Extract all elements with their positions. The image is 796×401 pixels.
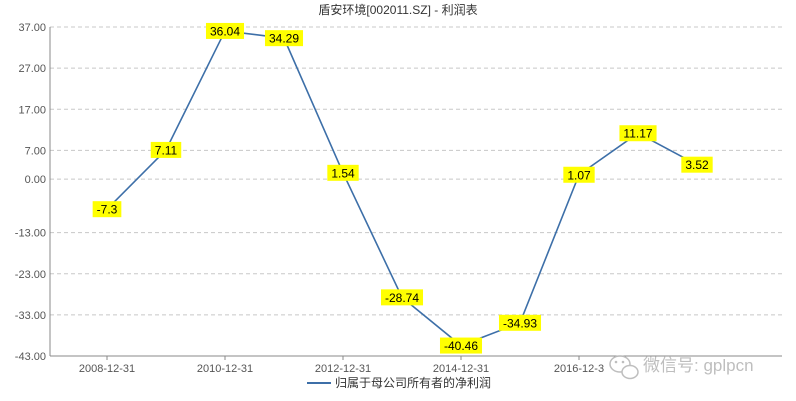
data-label-box-7 (498, 314, 542, 331)
data-label-1: 7.11 (150, 141, 182, 158)
data-label-7: -34.93 (498, 314, 542, 331)
data-label-0: -7.3 (92, 201, 122, 218)
data-label-box-4 (327, 164, 359, 181)
wechat-icon (609, 355, 639, 380)
data-label-box-2 (205, 22, 245, 39)
data-label-4: 1.54 (327, 164, 359, 181)
y-tick-label-7: -33.00 (15, 310, 46, 322)
watermark: 微信号: gplpcn (609, 355, 754, 380)
legend: 归属于母公司所有者的净利润 (307, 375, 491, 390)
x-tick-labels: 2008-12-31 2010-12-31 2012-12-31 2014-12-31… (79, 356, 604, 375)
data-label-box-9 (619, 125, 657, 142)
x-tick-label-0: 2008-12-31 (79, 363, 135, 375)
watermark-text: 微信号: gplpcn (643, 356, 754, 375)
data-label-text-2: 36.04 (210, 24, 240, 38)
data-label-text-8: 1.07 (567, 168, 591, 182)
data-label-3: 34.29 (264, 30, 304, 47)
y-tick-label-5: -13.00 (15, 228, 46, 240)
data-label-text-10: 3.52 (685, 158, 709, 172)
data-label-text-1: 7.11 (155, 143, 178, 157)
x-tick-label-3: 2014-12-31 (433, 363, 489, 375)
data-label-2: 36.04 (205, 22, 245, 39)
y-tick-label-6: -23.00 (15, 269, 46, 281)
data-label-box-3 (264, 30, 304, 47)
chart-title: 盾安环境[002011.SZ] - 利润表 (318, 2, 477, 17)
y-tick-label-8: -43.00 (15, 351, 46, 363)
y-tick-label-1: 27.00 (18, 63, 46, 75)
data-labels: -7.3 7.11 36.04 34.29 1.54 -28.74 -40.46 -34.93… (92, 22, 713, 354)
data-label-text-9: 11.17 (623, 127, 652, 141)
data-label-text-6: -40.46 (444, 339, 478, 353)
y-tick-labels: 37.00 27.00 17.00 7.00 0.00 -13.00 -23.00 -33.0… (15, 22, 46, 363)
data-label-box-1 (150, 141, 182, 158)
axes (49, 27, 782, 357)
data-label-box-5 (380, 289, 424, 306)
x-tick-label-4: 2016-12-3 (554, 363, 604, 375)
data-label-text-0: -7.3 (97, 203, 118, 217)
data-label-5: -28.74 (380, 289, 424, 306)
data-label-box-8 (563, 166, 595, 183)
data-label-text-4: 1.54 (331, 166, 355, 180)
x-tick-label-1: 2010-12-31 (197, 363, 253, 375)
data-label-text-7: -34.93 (503, 316, 537, 330)
data-label-9: 11.17 (619, 125, 657, 142)
data-label-text-3: 34.29 (269, 32, 299, 46)
y-tick-label-3: 7.00 (25, 145, 46, 157)
data-label-6: -40.46 (439, 337, 483, 354)
data-label-8: 1.07 (563, 166, 595, 183)
data-label-text-5: -28.74 (385, 291, 419, 305)
y-tick-label-4: 0.00 (25, 174, 46, 186)
y-tick-label-0: 37.00 (18, 22, 46, 34)
data-label-box-10 (681, 156, 713, 173)
data-label-10: 3.52 (681, 156, 713, 173)
data-label-box-0 (92, 201, 122, 218)
data-label-box-6 (439, 337, 483, 354)
x-tick-label-2: 2012-12-31 (315, 363, 371, 375)
y-tick-label-2: 17.00 (18, 104, 46, 116)
grid-lines (50, 26, 782, 316)
legend-label: 归属于母公司所有者的净利润 (335, 375, 491, 390)
